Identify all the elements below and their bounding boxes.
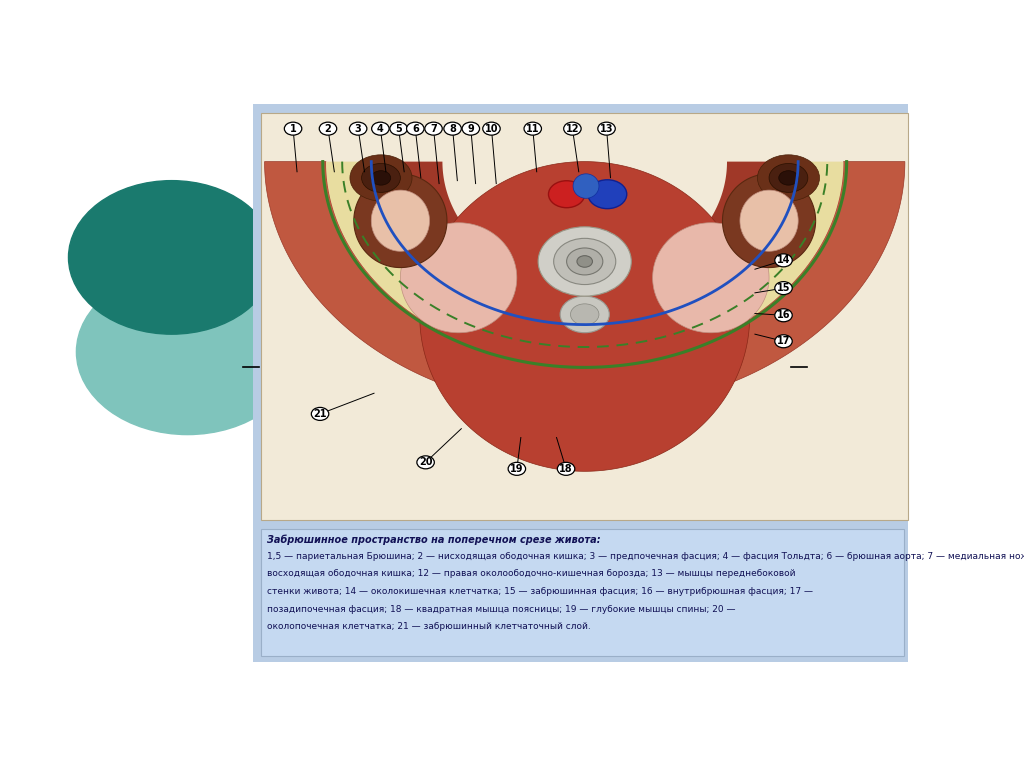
Circle shape bbox=[524, 122, 542, 135]
Polygon shape bbox=[326, 162, 844, 365]
Circle shape bbox=[349, 122, 367, 135]
Text: околопочечная клетчатка; 21 — забрюшинный клетчаточный слой.: околопочечная клетчатка; 21 — забрюшинны… bbox=[267, 622, 591, 631]
Text: 16: 16 bbox=[777, 311, 791, 321]
Text: 21: 21 bbox=[313, 409, 327, 419]
Circle shape bbox=[69, 181, 274, 334]
Text: 17: 17 bbox=[777, 336, 791, 346]
Circle shape bbox=[775, 309, 793, 322]
Text: 5: 5 bbox=[395, 123, 402, 133]
Circle shape bbox=[560, 296, 609, 333]
Polygon shape bbox=[740, 190, 798, 252]
Circle shape bbox=[775, 281, 793, 295]
Circle shape bbox=[598, 122, 615, 135]
Circle shape bbox=[539, 227, 631, 296]
Text: 11: 11 bbox=[526, 123, 540, 133]
Circle shape bbox=[482, 122, 500, 135]
Text: 6: 6 bbox=[412, 123, 419, 133]
Circle shape bbox=[407, 122, 424, 135]
Circle shape bbox=[372, 171, 391, 185]
Text: 18: 18 bbox=[559, 464, 572, 474]
Circle shape bbox=[554, 239, 615, 285]
Text: 3: 3 bbox=[354, 123, 361, 133]
Circle shape bbox=[588, 179, 627, 209]
FancyBboxPatch shape bbox=[261, 529, 904, 656]
Circle shape bbox=[563, 122, 582, 135]
Circle shape bbox=[758, 155, 819, 201]
Circle shape bbox=[570, 304, 599, 325]
Circle shape bbox=[77, 269, 299, 435]
Polygon shape bbox=[354, 174, 446, 268]
Text: 8: 8 bbox=[450, 123, 456, 133]
Text: 14: 14 bbox=[777, 255, 791, 265]
Circle shape bbox=[425, 122, 442, 135]
FancyBboxPatch shape bbox=[261, 113, 908, 520]
Polygon shape bbox=[723, 174, 816, 268]
Polygon shape bbox=[400, 162, 769, 314]
Text: 13: 13 bbox=[600, 123, 613, 133]
Text: 20: 20 bbox=[419, 457, 432, 467]
Text: позадипочечная фасция; 18 — квадратная мышца поясницы; 19 — глубокие мышцы спины: позадипочечная фасция; 18 — квадратная м… bbox=[267, 604, 735, 614]
Polygon shape bbox=[264, 162, 905, 410]
Text: 15: 15 bbox=[777, 283, 791, 293]
Circle shape bbox=[417, 456, 434, 469]
Text: 10: 10 bbox=[484, 123, 499, 133]
Text: восходящая ободочная кишка; 12 — правая околоободочно-кишечная борозда; 13 — мыш: восходящая ободочная кишка; 12 — правая … bbox=[267, 569, 796, 578]
Circle shape bbox=[285, 122, 302, 135]
Text: 4: 4 bbox=[377, 123, 384, 133]
Text: стенки живота; 14 — околокишечная клетчатка; 15 — забрюшинная фасция; 16 — внутр: стенки живота; 14 — околокишечная клетча… bbox=[267, 587, 813, 596]
Circle shape bbox=[508, 463, 525, 476]
Polygon shape bbox=[372, 190, 429, 252]
Text: Забрюшинное пространство на поперечном срезе живота:: Забрюшинное пространство на поперечном с… bbox=[267, 535, 600, 545]
Text: 7: 7 bbox=[430, 123, 437, 133]
Circle shape bbox=[775, 334, 793, 347]
Circle shape bbox=[372, 122, 389, 135]
Text: 19: 19 bbox=[510, 464, 523, 474]
Circle shape bbox=[311, 407, 329, 420]
Circle shape bbox=[775, 254, 793, 267]
Text: 1: 1 bbox=[290, 123, 296, 133]
Circle shape bbox=[361, 163, 400, 193]
FancyBboxPatch shape bbox=[253, 104, 908, 662]
Circle shape bbox=[390, 122, 408, 135]
Text: 12: 12 bbox=[565, 123, 580, 133]
Polygon shape bbox=[400, 222, 517, 333]
Polygon shape bbox=[573, 174, 599, 199]
Text: 9: 9 bbox=[468, 123, 474, 133]
Circle shape bbox=[769, 163, 808, 193]
Circle shape bbox=[462, 122, 479, 135]
Circle shape bbox=[557, 463, 574, 476]
Text: 1,5 — париетальная Брюшина; 2 — нисходящая ободочная кишка; 3 — предпочечная фас: 1,5 — париетальная Брюшина; 2 — нисходящ… bbox=[267, 551, 1024, 561]
Circle shape bbox=[566, 248, 603, 275]
Circle shape bbox=[319, 122, 337, 135]
Polygon shape bbox=[420, 162, 750, 471]
Circle shape bbox=[549, 181, 585, 208]
Circle shape bbox=[443, 122, 461, 135]
Polygon shape bbox=[652, 222, 769, 333]
Text: 2: 2 bbox=[325, 123, 332, 133]
Circle shape bbox=[577, 255, 593, 267]
Circle shape bbox=[778, 171, 798, 185]
Circle shape bbox=[350, 155, 412, 201]
